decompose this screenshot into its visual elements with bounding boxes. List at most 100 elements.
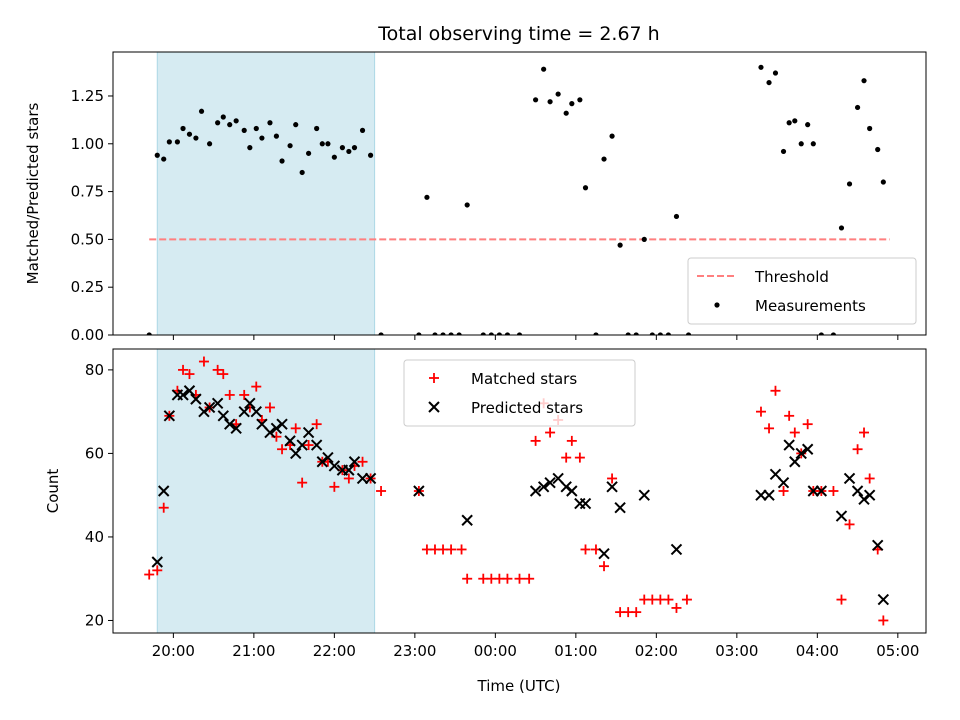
legend: Matched stars Predicted stars	[403, 359, 636, 427]
data-point	[786, 120, 792, 126]
data-point	[577, 97, 583, 103]
data-point	[378, 332, 384, 335]
data-point-predicted	[290, 447, 302, 460]
data-point-predicted	[851, 485, 864, 497]
x-tick-label: 04:00	[796, 642, 839, 660]
data-point	[516, 332, 523, 335]
data-point-predicted	[203, 401, 216, 414]
data-point	[805, 122, 811, 128]
data-point	[279, 158, 285, 164]
data-point-matched	[852, 444, 863, 455]
y-axis-label: Matched/Predicted stars	[24, 103, 42, 285]
data-point-matched	[878, 615, 889, 626]
data-point	[206, 141, 213, 147]
data-point-matched	[239, 389, 250, 400]
series-predicted-stars	[151, 385, 890, 606]
data-point-predicted	[348, 456, 361, 468]
data-point-predicted	[763, 489, 775, 501]
data-point-matched	[218, 369, 229, 380]
data-point-predicted	[789, 456, 801, 468]
data-point	[633, 332, 639, 335]
data-point	[657, 332, 663, 335]
data-point	[780, 148, 787, 155]
x-tick-label: 20:00	[152, 642, 195, 660]
data-point-matched	[158, 502, 169, 513]
data-point-predicted	[670, 543, 683, 556]
data-point-matched	[290, 423, 301, 434]
data-point	[772, 70, 779, 76]
data-point	[220, 114, 226, 120]
data-point	[601, 156, 607, 162]
x-tick-label: 22:00	[313, 642, 356, 660]
data-point-predicted	[302, 426, 315, 439]
data-point	[424, 194, 430, 200]
data-point-matched	[303, 440, 314, 451]
data-point	[448, 332, 454, 335]
data-point	[609, 133, 615, 139]
data-point-predicted	[614, 501, 626, 514]
data-point	[359, 127, 366, 133]
data-point-matched	[663, 594, 674, 605]
data-point-predicted	[183, 385, 196, 397]
data-point	[339, 145, 346, 151]
data-point-predicted	[284, 435, 296, 447]
data-point	[766, 79, 772, 86]
data-point-predicted	[606, 481, 618, 493]
data-point	[593, 332, 599, 335]
data-point	[541, 66, 547, 72]
data-point	[233, 118, 239, 124]
data-point	[464, 202, 470, 208]
data-point-matched	[802, 419, 813, 430]
data-point	[488, 332, 494, 335]
data-point-predicted	[783, 439, 795, 451]
data-point-matched	[671, 602, 682, 613]
data-point-matched	[561, 452, 572, 463]
data-point-matched	[755, 406, 766, 417]
data-point-matched	[530, 435, 541, 446]
data-point-predicted	[328, 460, 341, 472]
series-measurements	[146, 64, 886, 335]
x-tick-label: 21:00	[232, 642, 275, 660]
data-point	[267, 120, 273, 126]
data-point-matched	[514, 573, 525, 584]
data-point-predicted	[638, 489, 650, 501]
panel-counts: 20 40 60 80 20:00 21:00 22:00 23:00 00:00 01:00 02…	[44, 348, 927, 660]
data-point-predicted	[211, 397, 224, 410]
data-point-predicted	[316, 456, 328, 468]
data-point-predicted	[224, 418, 236, 430]
data-point	[319, 141, 325, 147]
data-point	[665, 332, 672, 335]
data-point	[880, 179, 886, 185]
data-point	[563, 110, 569, 116]
y-tick-label: 0.50	[71, 230, 104, 248]
data-point-predicted	[461, 514, 473, 526]
data-point	[146, 332, 152, 335]
data-point	[532, 97, 539, 103]
data-point	[854, 104, 861, 111]
data-point-predicted	[343, 464, 355, 476]
data-point-predicted	[843, 472, 856, 485]
data-point-matched	[212, 364, 223, 375]
data-point	[253, 125, 259, 132]
data-point-predicted	[270, 422, 283, 435]
data-point-predicted	[238, 405, 250, 418]
data-point	[569, 101, 575, 107]
data-point-predicted	[198, 405, 210, 418]
data-point-matched	[580, 544, 591, 555]
data-point	[193, 135, 199, 141]
data-point	[259, 135, 265, 141]
data-point	[830, 332, 837, 335]
data-point	[306, 150, 312, 156]
legend-label-measurements: Measurements	[755, 297, 866, 315]
data-point	[227, 122, 233, 128]
data-point-matched	[376, 486, 387, 496]
data-point	[685, 332, 692, 335]
data-point-matched	[784, 410, 795, 421]
data-point	[198, 108, 205, 114]
data-point	[440, 332, 446, 335]
data-point-matched	[599, 561, 610, 572]
data-point-matched	[844, 519, 855, 530]
data-point-matched	[152, 565, 163, 576]
data-point-matched	[778, 486, 789, 496]
data-point	[861, 78, 867, 84]
